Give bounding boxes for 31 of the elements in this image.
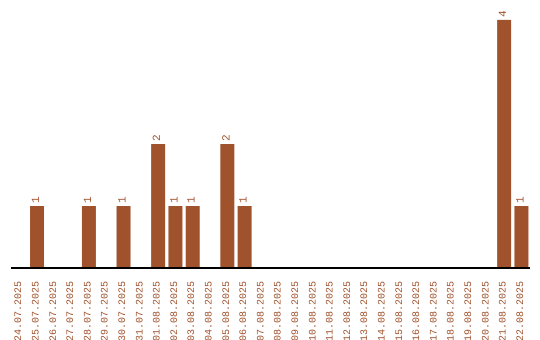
data-label: 1 [238, 196, 251, 203]
x-tick-label: 24.07.2025 [14, 281, 26, 340]
data-label: 4 [498, 10, 510, 17]
x-tick-label: 19.08.2025 [464, 281, 475, 340]
x-tick-label: 20.08.2025 [481, 281, 492, 340]
x-tick-label: 28.07.2025 [83, 281, 94, 340]
x-tick-label: 27.07.2025 [66, 281, 78, 340]
x-tick-label: 17.08.2025 [429, 281, 440, 340]
x-tick-label: 25.07.2025 [31, 281, 42, 340]
data-label: 1 [515, 196, 528, 203]
x-tick-label: 22.08.2025 [516, 281, 527, 340]
data-label: 1 [82, 196, 95, 203]
data-label: 2 [221, 134, 234, 141]
x-tick-label: 13.08.2025 [360, 281, 372, 340]
x-tick-label: 16.08.2025 [412, 281, 424, 340]
x-tick-label: 18.08.2025 [446, 281, 458, 340]
x-tick-label: 30.07.2025 [118, 281, 129, 340]
x-tick-label: 12.08.2025 [342, 281, 354, 340]
x-tick-label: 31.07.2025 [135, 281, 146, 340]
x-tick-label: 21.08.2025 [498, 281, 510, 340]
data-label: 1 [31, 196, 44, 203]
data-label: 1 [169, 196, 182, 203]
x-tick-label: 15.08.2025 [394, 281, 406, 340]
data-label: 1 [118, 196, 130, 203]
x-tick-label: 29.07.2025 [100, 281, 112, 340]
data-label: 1 [186, 196, 199, 203]
x-tick-label: 14.08.2025 [377, 281, 388, 340]
x-tick-label: 11.08.2025 [326, 281, 337, 340]
x-tick-label: 10.08.2025 [308, 281, 320, 340]
x-tick-label: 26.07.2025 [48, 281, 60, 340]
data-label: 2 [152, 134, 164, 141]
